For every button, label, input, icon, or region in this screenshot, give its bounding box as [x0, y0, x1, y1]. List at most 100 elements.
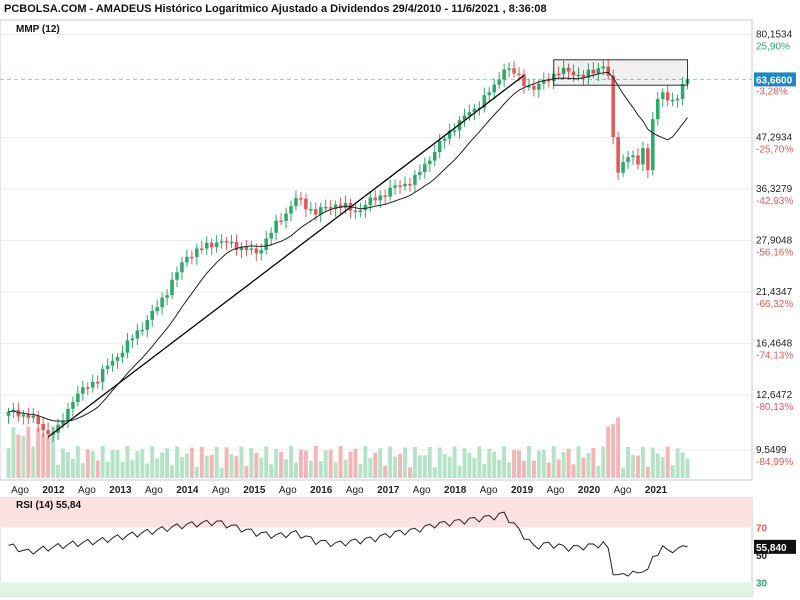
candle-body-29: [150, 310, 155, 320]
volume-bar-107: [536, 450, 541, 478]
volume-bar-28: [145, 463, 150, 478]
candle-body-37: [190, 256, 194, 259]
price-axis-label-6: 16,4648: [756, 338, 793, 349]
volume-bar-112: [561, 451, 566, 478]
candle-body-122: [611, 75, 615, 137]
candle-body-0: [6, 411, 11, 416]
volume-bar-77: [388, 446, 393, 478]
candle-body-71: [358, 210, 363, 213]
volume-bar-125: [626, 447, 631, 478]
volume-bar-131: [655, 453, 660, 478]
candlesticks: [6, 58, 690, 443]
volume-bar-127: [635, 455, 640, 478]
candle-body-66: [333, 204, 338, 209]
volume-bar-83: [417, 455, 422, 478]
candle-body-39: [199, 248, 204, 250]
candle-body-70: [353, 210, 358, 213]
candle-body-127: [636, 155, 640, 165]
percent-axis-label-3: -42,93%: [756, 196, 793, 207]
volume-bar-74: [373, 452, 378, 478]
volume-bar-136: [680, 452, 685, 478]
volume-bar-8: [46, 437, 51, 478]
candle-body-105: [527, 85, 531, 88]
volume-bar-53: [269, 464, 274, 478]
time-axis-label-18: Ago: [614, 485, 632, 496]
volume-bar-19: [100, 446, 105, 478]
volume-bar-54: [274, 448, 279, 478]
candle-body-135: [675, 98, 680, 101]
candle-body-120: [601, 66, 606, 69]
volume-bar-108: [541, 449, 546, 478]
volume-bar-46: [234, 456, 239, 478]
volume-bar-105: [526, 446, 531, 478]
volume-bar-104: [521, 461, 526, 478]
rsi-label-value: 55,84: [56, 500, 82, 511]
volume-bar-9: [51, 426, 56, 478]
candle-body-18: [95, 382, 100, 384]
candle-body-27: [140, 329, 145, 332]
trendline-path: [47, 74, 525, 438]
volume-bar-62: [313, 446, 318, 478]
price-axis-label-4: 27,9048: [756, 235, 793, 246]
candle-body-136: [680, 83, 685, 99]
volume-bar-137: [685, 458, 690, 478]
candle-body-32: [165, 295, 169, 298]
rsi-value-tag: 55,840: [754, 539, 796, 554]
volume-bar-118: [591, 447, 596, 478]
volume-bar-92: [462, 448, 467, 478]
volume-bar-64: [323, 450, 328, 478]
candle-body-28: [145, 319, 150, 330]
candle-body-11: [61, 420, 65, 425]
volume-bar-109: [546, 462, 551, 478]
volume-bar-102: [512, 449, 517, 478]
volume-bar-60: [303, 450, 308, 478]
volume-bar-37: [189, 447, 194, 478]
volume-bar-69: [348, 451, 353, 478]
volume-bar-42: [214, 447, 219, 478]
volume-bar-88: [442, 453, 447, 478]
candle-body-126: [631, 155, 635, 158]
volume-bar-41: [209, 454, 214, 478]
rsi-axis: 70 50 30: [756, 523, 768, 589]
candle-body-133: [665, 92, 670, 101]
time-axis-label-8: Ago: [279, 485, 297, 496]
volume-bar-21: [110, 450, 115, 478]
rsi-path: [8, 511, 688, 577]
volume-bar-12: [65, 452, 70, 478]
candle-body-5: [31, 415, 36, 418]
volume-bar-89: [447, 456, 452, 478]
candle-body-94: [472, 108, 477, 113]
current-price-tag-text: 63,6600: [756, 75, 793, 86]
volume-bar-100: [502, 446, 507, 478]
candle-body-19: [100, 368, 105, 383]
rsi-overbought-zone: [0, 498, 752, 528]
volume-bar-117: [586, 452, 591, 478]
volume-bar-116: [581, 457, 586, 478]
volume-bar-38: [194, 466, 199, 478]
volume-bar-75: [378, 448, 383, 478]
candle-body-4: [26, 414, 31, 418]
candle-body-76: [383, 195, 387, 197]
price-axis-label-7: 12,6472: [756, 390, 793, 401]
volume-bar-7: [41, 433, 46, 478]
volume-bar-17: [90, 450, 95, 478]
volume-bar-43: [219, 467, 224, 478]
time-axis-label-13: 2018: [444, 485, 467, 496]
volume-bar-110: [551, 446, 556, 478]
volume-bar-103: [517, 450, 521, 478]
time-axis-label-16: Ago: [547, 485, 565, 496]
volume-bar-79: [398, 453, 403, 478]
volume-bar-0: [6, 448, 11, 478]
candle-body-125: [626, 157, 630, 163]
volume-bar-97: [487, 448, 492, 478]
percent-axis-label-5: -66,32%: [756, 299, 793, 310]
candle-body-14: [76, 393, 80, 403]
volume-bar-13: [70, 458, 75, 478]
current-price-tag: 63,6600: [754, 72, 796, 87]
time-axis-label-9: 2016: [310, 485, 333, 496]
time-axis-label-3: 2013: [109, 485, 132, 496]
volume-bar-72: [363, 446, 368, 478]
candle-body-48: [244, 246, 249, 250]
rsi-label: RSI (14) 55,84: [16, 500, 81, 511]
